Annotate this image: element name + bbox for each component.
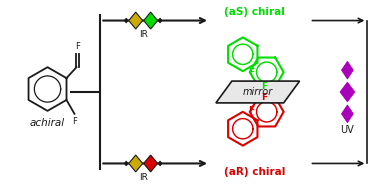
Text: F: F <box>248 106 254 115</box>
Text: (aR) chiral: (aR) chiral <box>224 167 285 177</box>
Polygon shape <box>124 161 128 166</box>
Text: F: F <box>72 117 77 126</box>
Text: F: F <box>75 42 80 51</box>
Text: achiral: achiral <box>30 118 65 128</box>
Polygon shape <box>124 18 128 23</box>
Polygon shape <box>341 105 353 123</box>
Text: F: F <box>248 68 254 77</box>
Polygon shape <box>129 12 142 29</box>
Text: UV: UV <box>340 125 354 135</box>
Polygon shape <box>341 61 353 79</box>
Text: F: F <box>261 82 267 91</box>
Polygon shape <box>129 155 142 172</box>
Polygon shape <box>158 18 162 23</box>
Text: F: F <box>261 93 267 102</box>
Polygon shape <box>216 81 300 103</box>
Text: IR: IR <box>139 30 148 39</box>
Text: IR: IR <box>139 173 148 182</box>
Polygon shape <box>340 82 355 102</box>
Text: mirror: mirror <box>243 87 273 97</box>
Polygon shape <box>144 155 158 172</box>
Polygon shape <box>158 161 162 166</box>
Polygon shape <box>144 12 158 29</box>
Text: (aS) chiral: (aS) chiral <box>224 7 285 17</box>
